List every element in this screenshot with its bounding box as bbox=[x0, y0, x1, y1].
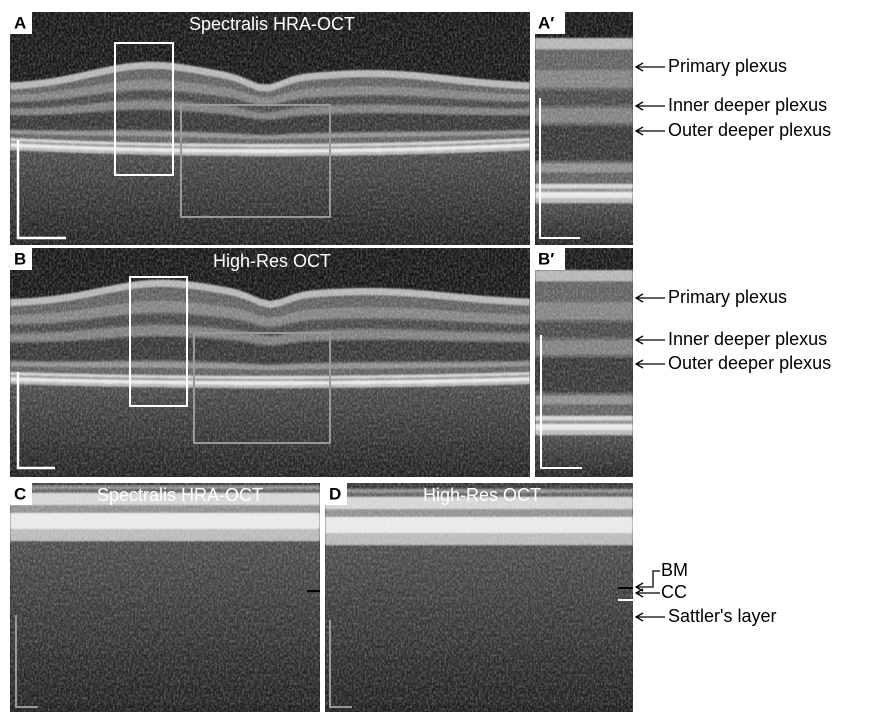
annotation: BM bbox=[661, 560, 688, 580]
panel-label: A′ bbox=[538, 13, 554, 32]
panel-label: B′ bbox=[538, 249, 554, 268]
oct-panel bbox=[10, 248, 530, 482]
figure: A A′ B B′ C D Spectralis HRA-OCT High-Re… bbox=[0, 0, 878, 712]
speckle bbox=[10, 483, 320, 712]
panel-label: C bbox=[14, 484, 26, 503]
arrow bbox=[636, 127, 665, 135]
panel-label: B bbox=[14, 249, 26, 268]
annotation: CC bbox=[661, 582, 687, 602]
annotation: Primary plexus bbox=[668, 56, 787, 76]
speckle bbox=[535, 248, 633, 477]
oct-panel bbox=[535, 248, 633, 482]
panel-title: High-Res OCT bbox=[213, 251, 331, 271]
annotation: Sattler's layer bbox=[668, 606, 776, 626]
annotation: Outer deeper plexus bbox=[668, 353, 831, 373]
oct-panel bbox=[325, 443, 633, 712]
panel-title: Spectralis HRA-OCT bbox=[97, 485, 263, 505]
oct-panel bbox=[10, 443, 320, 712]
speckle bbox=[535, 12, 633, 245]
arrow bbox=[636, 294, 665, 302]
arrow bbox=[636, 336, 665, 344]
panel-title: Spectralis HRA-OCT bbox=[189, 14, 355, 34]
panel-label: A bbox=[14, 13, 26, 32]
arrow bbox=[636, 63, 665, 71]
arrow bbox=[636, 102, 665, 110]
speckle bbox=[325, 483, 633, 712]
speckle bbox=[10, 12, 530, 245]
arrow bbox=[636, 589, 660, 597]
annotation: Primary plexus bbox=[668, 287, 787, 307]
annotation: Outer deeper plexus bbox=[668, 120, 831, 140]
annotation: Inner deeper plexus bbox=[668, 95, 827, 115]
oct-panel bbox=[10, 12, 530, 250]
panel-title: High-Res OCT bbox=[423, 485, 541, 505]
arrow bbox=[636, 613, 665, 621]
annotation: Inner deeper plexus bbox=[668, 329, 827, 349]
arrow bbox=[636, 571, 660, 591]
arrow bbox=[636, 360, 665, 368]
oct-panel bbox=[535, 12, 633, 250]
panel-label: D bbox=[329, 484, 341, 503]
